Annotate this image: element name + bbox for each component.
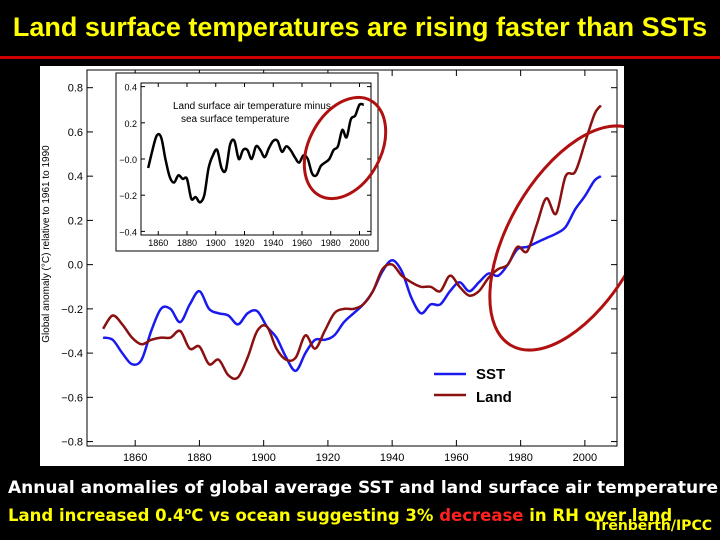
caption-line-1: Annual anomalies of global average SST a… bbox=[8, 478, 719, 498]
title-divider bbox=[0, 56, 720, 59]
credit: Trenberth/IPCC bbox=[593, 518, 712, 534]
caption-line-2-part-a: Land increased 0.4 bbox=[8, 506, 185, 525]
legend: SST Land bbox=[434, 366, 512, 406]
main-x-tick-label: 1860 bbox=[123, 452, 147, 464]
inset-y-tick-label: −0.4 bbox=[119, 227, 137, 237]
inset-x-tick-label: 1880 bbox=[177, 238, 197, 248]
inset-axes: 1860 1880 1900 1920 1940 1960 1980 2000 −0.4 −0.2… bbox=[119, 82, 372, 248]
inset-title-line1: Land surface air temperature minus bbox=[173, 101, 331, 112]
main-y-tick-label: −0.6 bbox=[61, 392, 83, 404]
main-y-tick-label: −0.8 bbox=[61, 437, 83, 449]
inset-highlight-circle bbox=[302, 95, 388, 201]
main-y-tick-label: 0.6 bbox=[68, 127, 83, 139]
main-series-land bbox=[102, 104, 602, 381]
main-x-tick-label: 1940 bbox=[380, 452, 404, 464]
main-y-tick-label: 0.8 bbox=[68, 83, 83, 95]
inset-x-tick-label: 2000 bbox=[349, 238, 369, 248]
main-axes: 1860 1880 1900 1920 1940 1960 1980 2000 −0.8 −0.6… bbox=[61, 70, 617, 464]
inset-background bbox=[115, 72, 379, 252]
inset-x-tick-label: 1960 bbox=[292, 238, 312, 248]
legend-land-label: Land bbox=[476, 389, 512, 406]
main-y-tick-label: 0.4 bbox=[68, 171, 83, 183]
main-x-tick-label: 1900 bbox=[251, 452, 275, 464]
main-x-tick-label: 1980 bbox=[508, 452, 532, 464]
inset-series-group bbox=[146, 102, 365, 204]
main-y-axis-label: Global anomaly (°C) relative to 1961 to … bbox=[41, 145, 52, 343]
main-highlight-circle bbox=[488, 124, 624, 352]
caption-line-2-part-c: in RH over land bbox=[523, 506, 673, 525]
caption-line-2-highlight: decrease bbox=[439, 506, 524, 525]
chart-panel: 1860 1880 1900 1920 1940 1960 1980 2000 −0.8 −0.6… bbox=[40, 66, 624, 466]
main-x-tick-label: 2000 bbox=[573, 452, 597, 464]
inset-y-tick-label: 0.2 bbox=[124, 119, 137, 129]
inset-title-line2: sea surface temperature bbox=[181, 114, 290, 125]
inset-x-tick-label: 1860 bbox=[148, 238, 168, 248]
inset-x-tick-label: 1940 bbox=[263, 238, 283, 248]
inset-x-tick-label: 1980 bbox=[321, 238, 341, 248]
legend-sst-label: SST bbox=[476, 366, 505, 383]
inset-y-tick-label: −0.2 bbox=[119, 191, 137, 201]
main-x-tick-label: 1960 bbox=[444, 452, 468, 464]
inset-x-tick-label: 1920 bbox=[234, 238, 254, 248]
main-y-tick-label: −0.2 bbox=[61, 304, 83, 316]
caption-line-2: Land increased 0.4oC vs ocean suggesting… bbox=[8, 506, 672, 525]
chart-svg: 1860 1880 1900 1920 1940 1960 1980 2000 −0.8 −0.6… bbox=[41, 69, 624, 464]
inset-y-tick-label: 0.4 bbox=[124, 83, 137, 93]
inset-series-line-0 bbox=[146, 102, 365, 204]
main-y-tick-label: 0.0 bbox=[68, 260, 83, 272]
main-series-group bbox=[102, 104, 602, 381]
slide-title: Land surface temperatures are rising fas… bbox=[12, 12, 708, 42]
caption-line-2-part-b: C vs ocean suggesting 3% bbox=[191, 506, 440, 525]
main-y-tick-label: −0.4 bbox=[61, 348, 83, 360]
caption-line-2-degree: o bbox=[184, 506, 192, 518]
main-plot-frame bbox=[86, 69, 618, 447]
main-y-tick-label: 0.2 bbox=[68, 215, 83, 227]
main-x-tick-label: 1920 bbox=[316, 452, 340, 464]
inset-y-tick-label: −0.0 bbox=[119, 155, 137, 165]
inset-plot-frame bbox=[140, 82, 372, 236]
inset-x-tick-label: 1900 bbox=[206, 238, 226, 248]
main-x-tick-label: 1880 bbox=[187, 452, 211, 464]
